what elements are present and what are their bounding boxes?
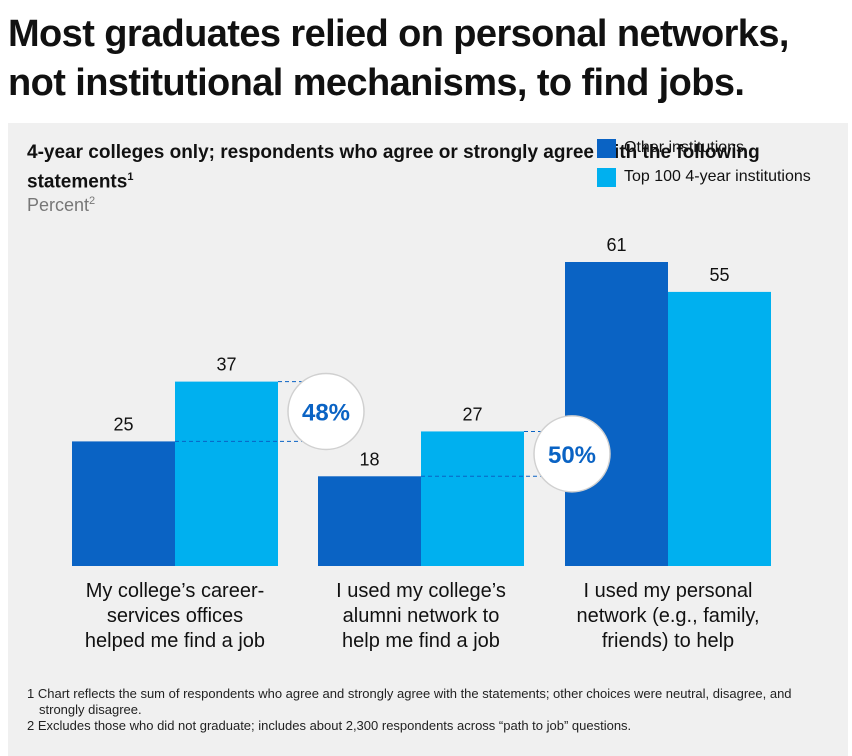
- category-label-2: I used my personal network (e.g., family,…: [548, 579, 788, 654]
- callout-value-0: 48%: [302, 400, 350, 427]
- bar-top100-0: [175, 381, 278, 566]
- category-label-line: I used my college’s: [336, 580, 506, 602]
- legend-label-top100: Top 100 4-year institutions: [624, 168, 811, 185]
- category-label-line: services offices: [106, 605, 244, 627]
- bar-top100-1: [421, 431, 524, 566]
- callout-value-1: 50%: [548, 442, 596, 469]
- callout-circle-0: [287, 372, 365, 451]
- callout-circle-1: [533, 415, 611, 493]
- footnote-1: 1 Chart reflects the sum of respondents …: [27, 686, 792, 717]
- legend-item-other: Other institutions: [597, 138, 811, 158]
- category-label-line: helped me find a job: [84, 630, 266, 652]
- bar-top100-2: [668, 291, 771, 566]
- bar-other-2: [565, 262, 668, 566]
- footnote-2: 2 Excludes those who did not graduate; i…: [27, 718, 632, 733]
- subtitle-text: 4-year colleges only; respondents who ag…: [27, 142, 760, 193]
- unit-label: Percent2: [27, 189, 95, 217]
- category-label-0: My college’s career-services offices help…: [55, 579, 295, 654]
- data-label-other-1: 18: [359, 449, 379, 469]
- data-label-top100-1: 27: [462, 404, 482, 424]
- subtitle-footnote-ref: 1: [127, 171, 134, 183]
- unit-text: Percent: [27, 195, 90, 215]
- legend-swatch-other: [597, 138, 616, 158]
- data-label-other-0: 25: [113, 414, 133, 434]
- data-label-other-2: 61: [606, 235, 626, 255]
- unit-footnote-ref: 2: [89, 195, 96, 207]
- category-label-line: network (e.g., family,: [576, 605, 760, 627]
- category-label-1: I used my college’s alumni network to help…: [301, 579, 541, 654]
- category-label-line: alumni network to: [342, 605, 500, 627]
- bar-other-0: [72, 441, 175, 566]
- category-label-line: friends) to help: [601, 630, 735, 652]
- bar-other-1: [318, 476, 421, 566]
- legend-item-top100: Top 100 4-year institutions: [597, 167, 811, 187]
- legend-swatch-top100: [597, 167, 616, 187]
- category-label-line: I used my personal: [583, 580, 753, 602]
- category-label-line: help me find a job: [342, 630, 500, 652]
- headline: Most graduates relied on personal networ…: [8, 13, 789, 104]
- chart-subtitle: 4-year colleges only; respondents who ag…: [27, 141, 852, 194]
- category-label-line: My college’s career-: [85, 580, 265, 602]
- legend-label-other: Other institutions: [624, 139, 745, 156]
- legend: Other institutions Top 100 4-year instit…: [597, 138, 811, 196]
- data-label-top100-0: 37: [216, 355, 236, 375]
- data-label-top100-2: 55: [709, 265, 729, 285]
- footnotes: 1 Chart reflects the sum of respondents …: [27, 686, 827, 734]
